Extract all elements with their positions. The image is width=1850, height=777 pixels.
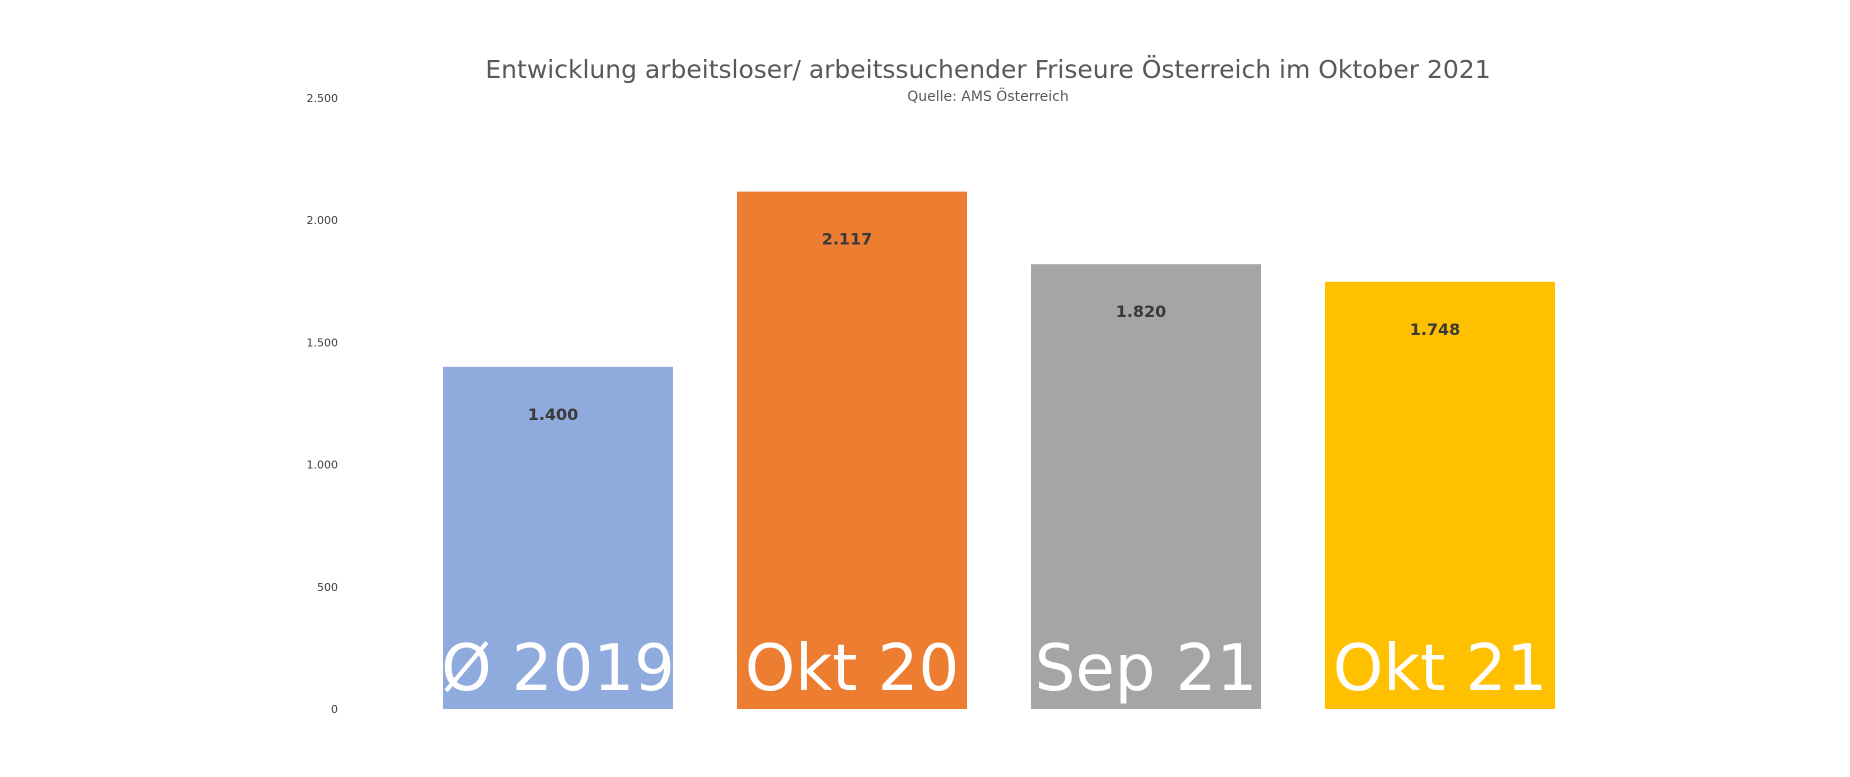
bar <box>1325 281 1555 709</box>
category-label: Okt 21 <box>1333 632 1547 706</box>
bar <box>737 191 967 709</box>
bar <box>443 366 673 709</box>
bar <box>1031 264 1261 709</box>
data-label: 2.117 <box>822 230 873 249</box>
y-axis: 0 500 1.000 1.500 2.000 2.500 <box>307 92 339 716</box>
y-tick-label: 500 <box>317 581 338 594</box>
y-tick-label: 1.000 <box>307 459 339 472</box>
category-label: Ø 2019 <box>441 632 675 706</box>
category-label: Sep 21 <box>1035 632 1257 706</box>
data-label: 1.400 <box>528 405 579 424</box>
chart-title: Entwicklung arbeitsloser/ arbeitssuchend… <box>485 55 1490 84</box>
data-label: 1.820 <box>1116 302 1167 321</box>
y-tick-label: 1.500 <box>307 336 339 349</box>
chart-subtitle: Quelle: AMS Österreich <box>907 87 1069 105</box>
bars-group: 1.400 Ø 2019 2.117 Okt 20 1.820 Sep 21 1.748 Ok… <box>441 191 1555 709</box>
y-tick-label: 2.500 <box>307 92 339 105</box>
category-label: Okt 20 <box>745 632 959 706</box>
y-tick-label: 0 <box>331 703 338 716</box>
data-label: 1.748 <box>1410 320 1461 339</box>
y-tick-label: 2.000 <box>307 214 339 227</box>
